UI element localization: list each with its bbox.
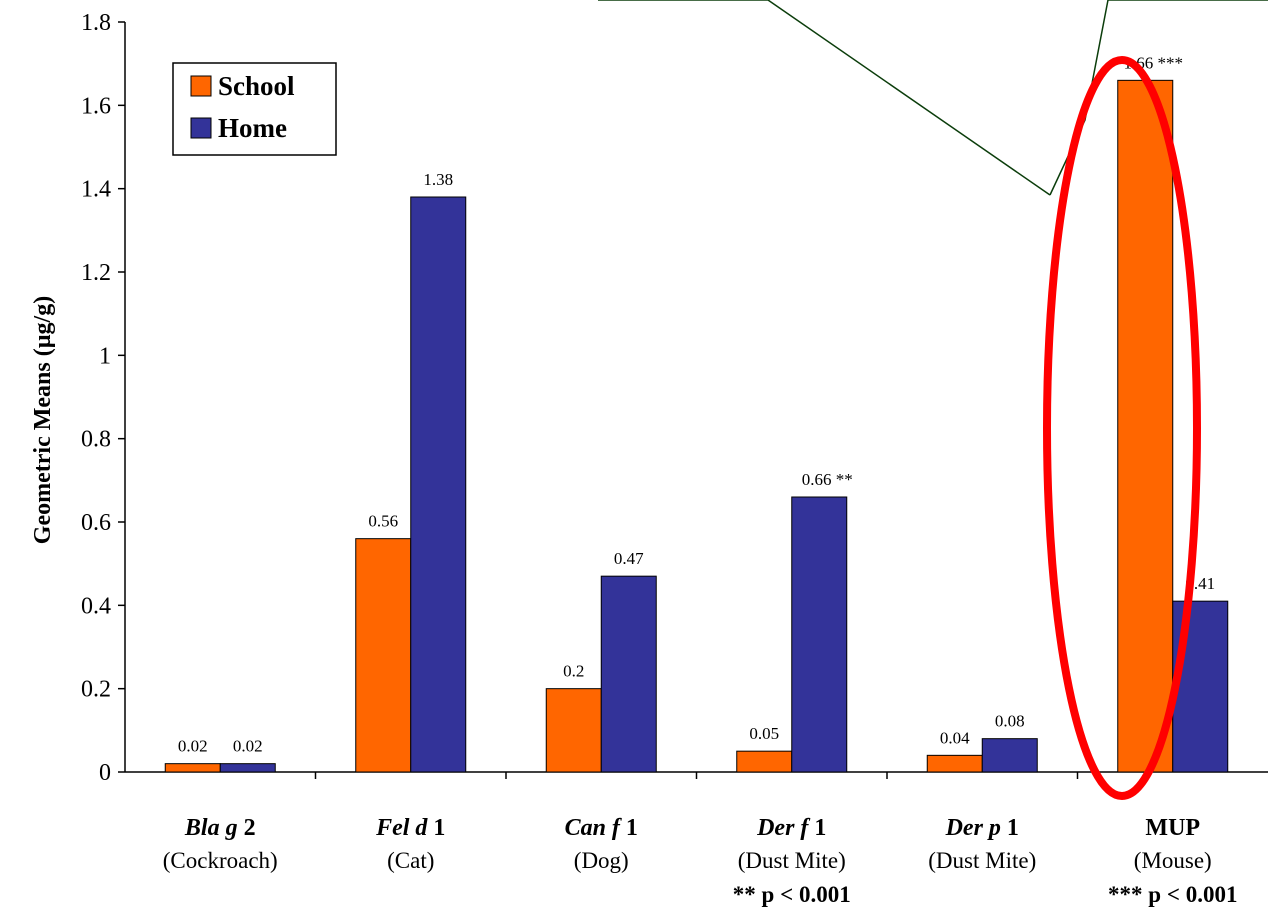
data-label: 0.47 xyxy=(614,549,644,568)
category-label-part: Bla g xyxy=(184,815,238,841)
category-label-part: Der f xyxy=(756,815,810,841)
bar-home xyxy=(600,575,657,773)
bar-home xyxy=(981,738,1038,773)
data-label: 0.66 ** xyxy=(802,470,853,489)
category-sublabel: (Dust Mite) xyxy=(928,848,1036,873)
category-label: Der p 1 xyxy=(945,815,1019,841)
y-tick-label: 0.8 xyxy=(81,427,111,453)
y-tick-label: 0.6 xyxy=(81,510,111,536)
y-axis-label: Geometric Means (µg/g) xyxy=(30,296,56,544)
y-tick-label: 0.2 xyxy=(81,677,111,703)
y-tick-label: 1.2 xyxy=(81,260,111,286)
bar-home xyxy=(410,196,467,773)
data-label: 0.2 xyxy=(563,662,584,681)
y-tick-label: 0 xyxy=(99,760,111,786)
data-label: 1.38 xyxy=(423,170,453,189)
category-label-part: 1 xyxy=(620,815,638,841)
bar-home xyxy=(1172,600,1229,773)
category-label-part: 1 xyxy=(1001,815,1019,841)
y-tick-label: 1.6 xyxy=(81,93,111,119)
bar-school xyxy=(164,763,221,773)
category-sublabel: (Cockroach) xyxy=(163,848,278,873)
bar-home xyxy=(219,763,276,773)
significance-note: *** p < 0.001 xyxy=(1108,882,1237,907)
legend: School Home xyxy=(172,62,337,156)
legend-swatch-school xyxy=(190,75,212,97)
axes: 0 0.2 0.4 0.6 0.8 1 1.2 1.4 1.6 1.8 xyxy=(81,10,1268,786)
data-label: 0.05 xyxy=(749,724,779,743)
category-label-part: 1 xyxy=(808,815,826,841)
category-label-part: Fel d xyxy=(375,815,428,841)
category-label-part: Der p xyxy=(945,815,1001,841)
y-tick-label: 0.4 xyxy=(81,593,111,619)
data-label: 0.56 xyxy=(368,512,398,531)
data-label: 0.02 xyxy=(178,737,208,756)
category-label: Fel d 1 xyxy=(375,815,445,841)
bar-school xyxy=(545,688,602,773)
bar-school xyxy=(355,538,412,773)
legend-swatch-home xyxy=(190,117,212,139)
category-sublabel: (Dust Mite) xyxy=(738,848,846,873)
y-tick-label: 1.4 xyxy=(81,177,111,203)
category-sublabel: (Dog) xyxy=(574,848,629,873)
annotations xyxy=(598,0,1268,800)
category-label: Der f 1 xyxy=(756,815,826,841)
significance-note: ** p < 0.001 xyxy=(733,882,851,907)
category-sublabel: (Cat) xyxy=(387,848,434,873)
category-label-part: 2 xyxy=(238,815,256,841)
callout-line xyxy=(598,0,1051,196)
highlight-ellipse xyxy=(1043,56,1201,800)
data-label: 0.04 xyxy=(940,728,970,747)
legend-label-school: School xyxy=(218,71,295,101)
bar-school xyxy=(736,750,793,773)
data-label: 0.02 xyxy=(233,737,263,756)
category-labels: Bla g 2 (Cockroach) Fel d 1 (Cat) Can f 1 (Do… xyxy=(163,815,1238,907)
category-label: Can f 1 xyxy=(565,815,638,841)
data-labels: 0.02 0.02 0.56 1.38 0.2 0.47 0.05 0.66 ** 0.04 0.… xyxy=(178,53,1215,755)
bar-school xyxy=(926,754,983,773)
category-label-part: MUP xyxy=(1145,815,1200,841)
y-tick-label: 1 xyxy=(99,343,111,369)
category-label: Bla g 2 xyxy=(184,815,256,841)
category-sublabel: (Mouse) xyxy=(1134,848,1212,873)
category-label-part: Can f xyxy=(565,815,622,841)
data-label: 0.08 xyxy=(995,712,1025,731)
legend-label-home: Home xyxy=(218,113,287,143)
category-label-part: 1 xyxy=(427,815,445,841)
category-label: MUP xyxy=(1145,815,1200,841)
bar-school xyxy=(1117,79,1174,773)
y-tick-label: 1.8 xyxy=(81,10,111,36)
bar-home xyxy=(791,496,848,773)
